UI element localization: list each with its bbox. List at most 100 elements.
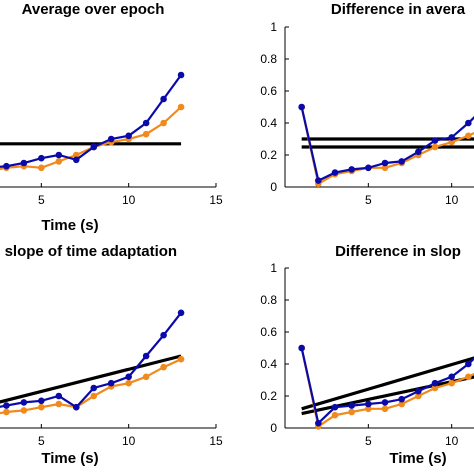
data-point	[398, 395, 405, 403]
series-line	[0, 106, 182, 171]
y-tick-label: 0.2	[260, 389, 277, 403]
x-tick-label: 10	[445, 434, 459, 448]
data-point	[55, 392, 63, 400]
data-point	[465, 373, 472, 381]
x-tick-label: 5	[38, 193, 45, 207]
x-tick-label: 5	[365, 434, 372, 448]
data-point	[331, 169, 339, 176]
y-tick-label: 0.4	[260, 116, 277, 130]
data-point	[348, 166, 355, 173]
data-point	[142, 119, 150, 127]
data-point	[3, 162, 10, 170]
data-point	[142, 130, 150, 138]
y-tick-label: 0.6	[260, 325, 277, 339]
chart-panel-3: 5 10 15 ge slope of time adaptation Time (s)	[0, 243, 223, 467]
data-point	[107, 379, 115, 387]
data-point	[38, 164, 45, 172]
data-point	[125, 379, 132, 387]
x-axis-label: Time (s)	[389, 450, 446, 467]
y-tick-label: 0.2	[260, 148, 277, 162]
data-point	[72, 403, 80, 411]
data-point	[365, 400, 372, 408]
data-point	[448, 138, 455, 146]
y-tick-label: 0	[270, 421, 277, 435]
data-point	[38, 403, 45, 411]
data-point	[381, 164, 389, 172]
data-point	[331, 403, 339, 411]
data-point	[431, 384, 439, 392]
data-point	[398, 158, 405, 165]
reference-line	[0, 354, 182, 404]
data-point	[298, 103, 305, 111]
data-point	[431, 137, 439, 144]
data-point	[177, 71, 185, 79]
data-point	[125, 132, 132, 140]
x-tick-label: 10	[122, 193, 136, 207]
data-point	[90, 392, 98, 400]
data-point	[381, 405, 389, 413]
data-point	[55, 400, 63, 408]
x-tick-label: 15	[209, 434, 223, 448]
data-point	[298, 344, 305, 352]
reference-line	[301, 375, 474, 416]
data-point	[331, 411, 339, 419]
data-point	[177, 355, 185, 363]
data-point	[398, 400, 405, 408]
data-point	[348, 408, 355, 416]
data-point	[125, 373, 132, 381]
chart-title: ge slope of time adaptation	[0, 243, 177, 260]
chart-title: Average over epoch	[22, 1, 165, 18]
data-point	[55, 158, 63, 165]
y-tick-label: 0.8	[260, 52, 277, 66]
data-point	[160, 119, 167, 127]
y-tick-label: 1	[270, 20, 277, 34]
y-tick-label: 0	[270, 180, 277, 194]
data-point	[465, 132, 472, 140]
data-point	[381, 159, 389, 167]
y-tick-label: 0.6	[260, 84, 277, 98]
data-point	[465, 119, 472, 127]
x-tick-label: 10	[445, 193, 459, 207]
x-tick-label: 15	[209, 193, 223, 207]
data-point	[381, 399, 389, 406]
data-point	[90, 384, 98, 392]
data-point	[20, 407, 28, 414]
x-tick-label: 5	[38, 434, 45, 448]
data-point	[142, 352, 150, 360]
data-point	[415, 392, 422, 400]
data-point	[160, 363, 167, 371]
data-point	[448, 134, 455, 141]
data-point	[90, 143, 98, 151]
chart-title: Difference in avera	[331, 1, 466, 18]
data-point	[415, 148, 422, 156]
data-point	[38, 397, 45, 405]
data-point	[348, 402, 355, 409]
data-point	[160, 331, 167, 339]
series-line	[0, 74, 182, 168]
data-point	[20, 399, 28, 406]
data-point	[177, 309, 185, 317]
data-point	[365, 164, 372, 172]
data-point	[3, 408, 10, 416]
data-point	[365, 405, 372, 413]
chart-panel-2: 5 10 0 0.2 0.4 0.6 0.8 1 Difference in avera	[260, 1, 474, 207]
y-tick-label: 0.8	[260, 293, 277, 307]
data-point	[315, 177, 322, 184]
reference-line	[301, 356, 474, 411]
data-point	[38, 154, 45, 162]
data-point	[315, 419, 322, 427]
data-point	[431, 143, 439, 151]
data-point	[431, 379, 439, 387]
data-point	[177, 103, 185, 111]
data-point	[415, 387, 422, 395]
data-point	[72, 156, 80, 164]
chart-title: Difference in slop	[335, 243, 461, 260]
data-point	[160, 95, 167, 103]
data-point	[448, 373, 455, 381]
data-point	[107, 135, 115, 143]
data-point	[20, 159, 28, 167]
data-point	[465, 360, 472, 368]
x-axis-label: Time (s)	[41, 450, 98, 467]
x-tick-label: 10	[122, 434, 136, 448]
